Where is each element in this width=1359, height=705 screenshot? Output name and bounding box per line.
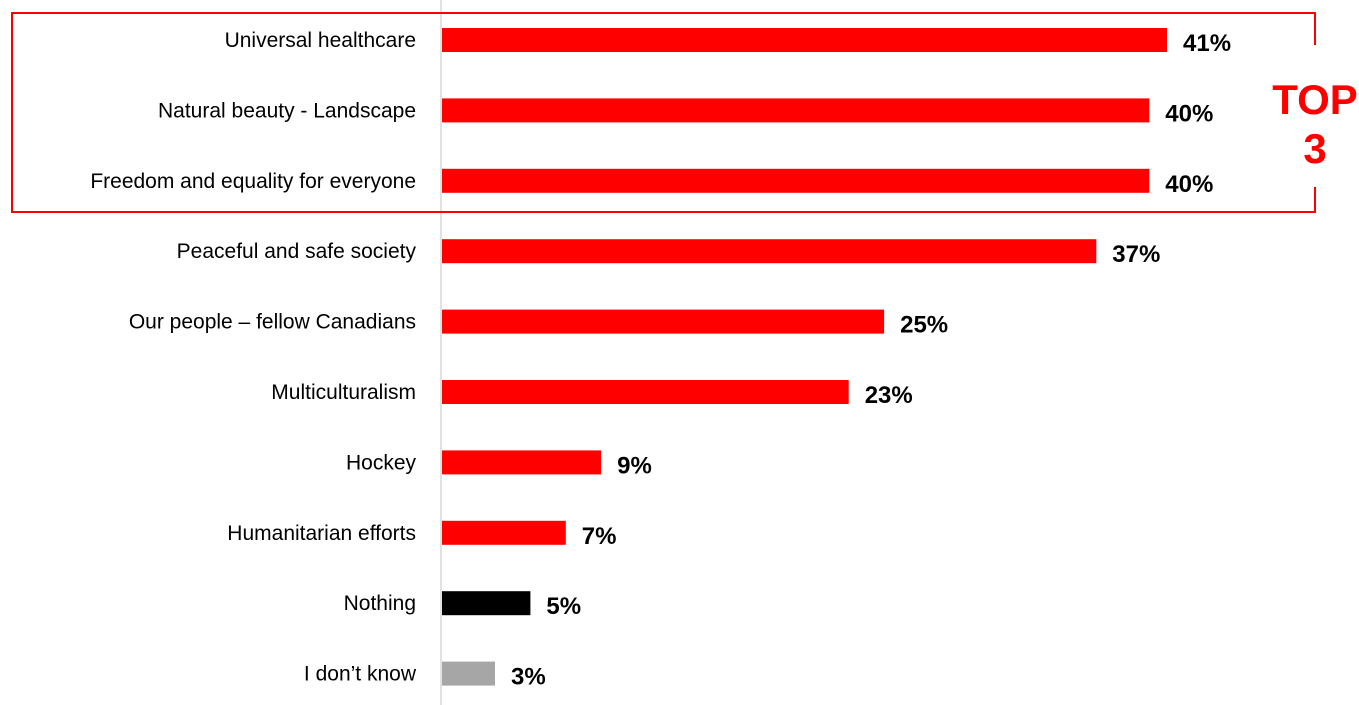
bar-8 [442, 591, 531, 616]
category-label-4: Our people – fellow Canadians [129, 311, 416, 334]
category-label-2: Freedom and equality for everyone [90, 170, 416, 193]
category-label-9: I don’t know [304, 663, 417, 686]
value-label-8: 5% [546, 593, 581, 620]
value-label-0: 41% [1183, 30, 1231, 57]
category-label-0: Universal healthcare [225, 29, 416, 52]
value-label-5: 23% [865, 382, 913, 409]
value-labels-group: 41% 40% 40% 37% 25% 23% 9% 7% 5% 3% [511, 30, 1231, 691]
category-label-1: Natural beauty - Landscape [158, 99, 416, 122]
bar-1 [442, 98, 1150, 123]
value-label-2: 40% [1165, 171, 1213, 198]
bar-4 [442, 309, 885, 334]
value-label-6: 9% [617, 452, 652, 479]
category-label-7: Humanitarian efforts [227, 522, 416, 545]
bar-5 [442, 380, 849, 404]
bar-6 [442, 450, 602, 475]
category-label-3: Peaceful and safe society [177, 240, 417, 263]
value-label-9: 3% [511, 664, 546, 691]
top3-label-line1: TOP [1272, 76, 1358, 123]
bar-0 [442, 28, 1167, 52]
bar-2 [442, 168, 1150, 193]
value-label-4: 25% [900, 312, 948, 339]
top3-highlight-box [11, 12, 1316, 213]
category-labels-group: Universal healthcare Natural beauty - Lan… [90, 29, 417, 686]
value-label-3: 37% [1112, 241, 1160, 268]
bar-9 [442, 661, 495, 686]
category-label-5: Multiculturalism [271, 381, 416, 404]
bar-3 [442, 239, 1097, 264]
bar-7 [442, 520, 566, 545]
top3-label-line2: 3 [1303, 125, 1326, 172]
value-label-1: 40% [1165, 100, 1213, 127]
value-label-7: 7% [582, 523, 617, 550]
bars-group [442, 28, 1167, 686]
category-label-6: Hockey [346, 451, 417, 474]
category-label-8: Nothing [344, 592, 416, 615]
